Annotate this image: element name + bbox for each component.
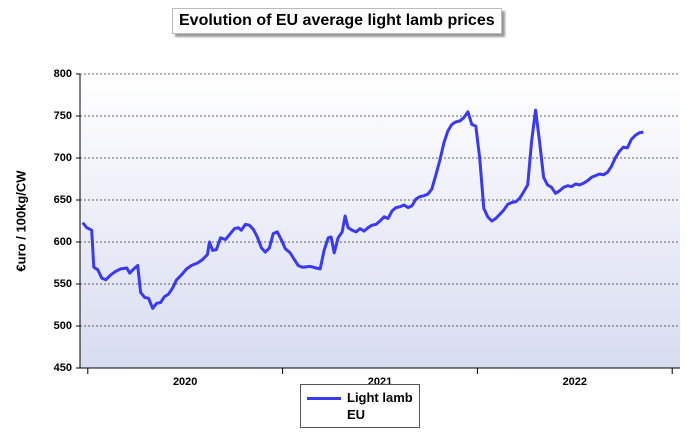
- x-tick-label: 2022: [563, 376, 587, 388]
- y-tick-label: 550: [54, 278, 72, 290]
- legend-swatch: [307, 397, 341, 400]
- legend: Light lamb EU: [300, 384, 420, 428]
- y-tick-label: 800: [54, 68, 72, 80]
- legend-label: Light lamb EU: [347, 390, 413, 422]
- y-tick-label: 450: [54, 362, 72, 374]
- y-tick-label: 700: [54, 152, 72, 164]
- x-tick-label: 2020: [173, 376, 197, 388]
- y-tick-label: 500: [54, 320, 72, 332]
- y-tick-label: 750: [54, 110, 72, 122]
- y-tick-label: 650: [54, 194, 72, 206]
- y-tick-label: 600: [54, 236, 72, 248]
- chart-title: Evolution of EU average light lamb price…: [172, 8, 502, 34]
- data-line: [81, 108, 644, 310]
- y-axis-label: €uro / 100kg/CW: [13, 170, 28, 272]
